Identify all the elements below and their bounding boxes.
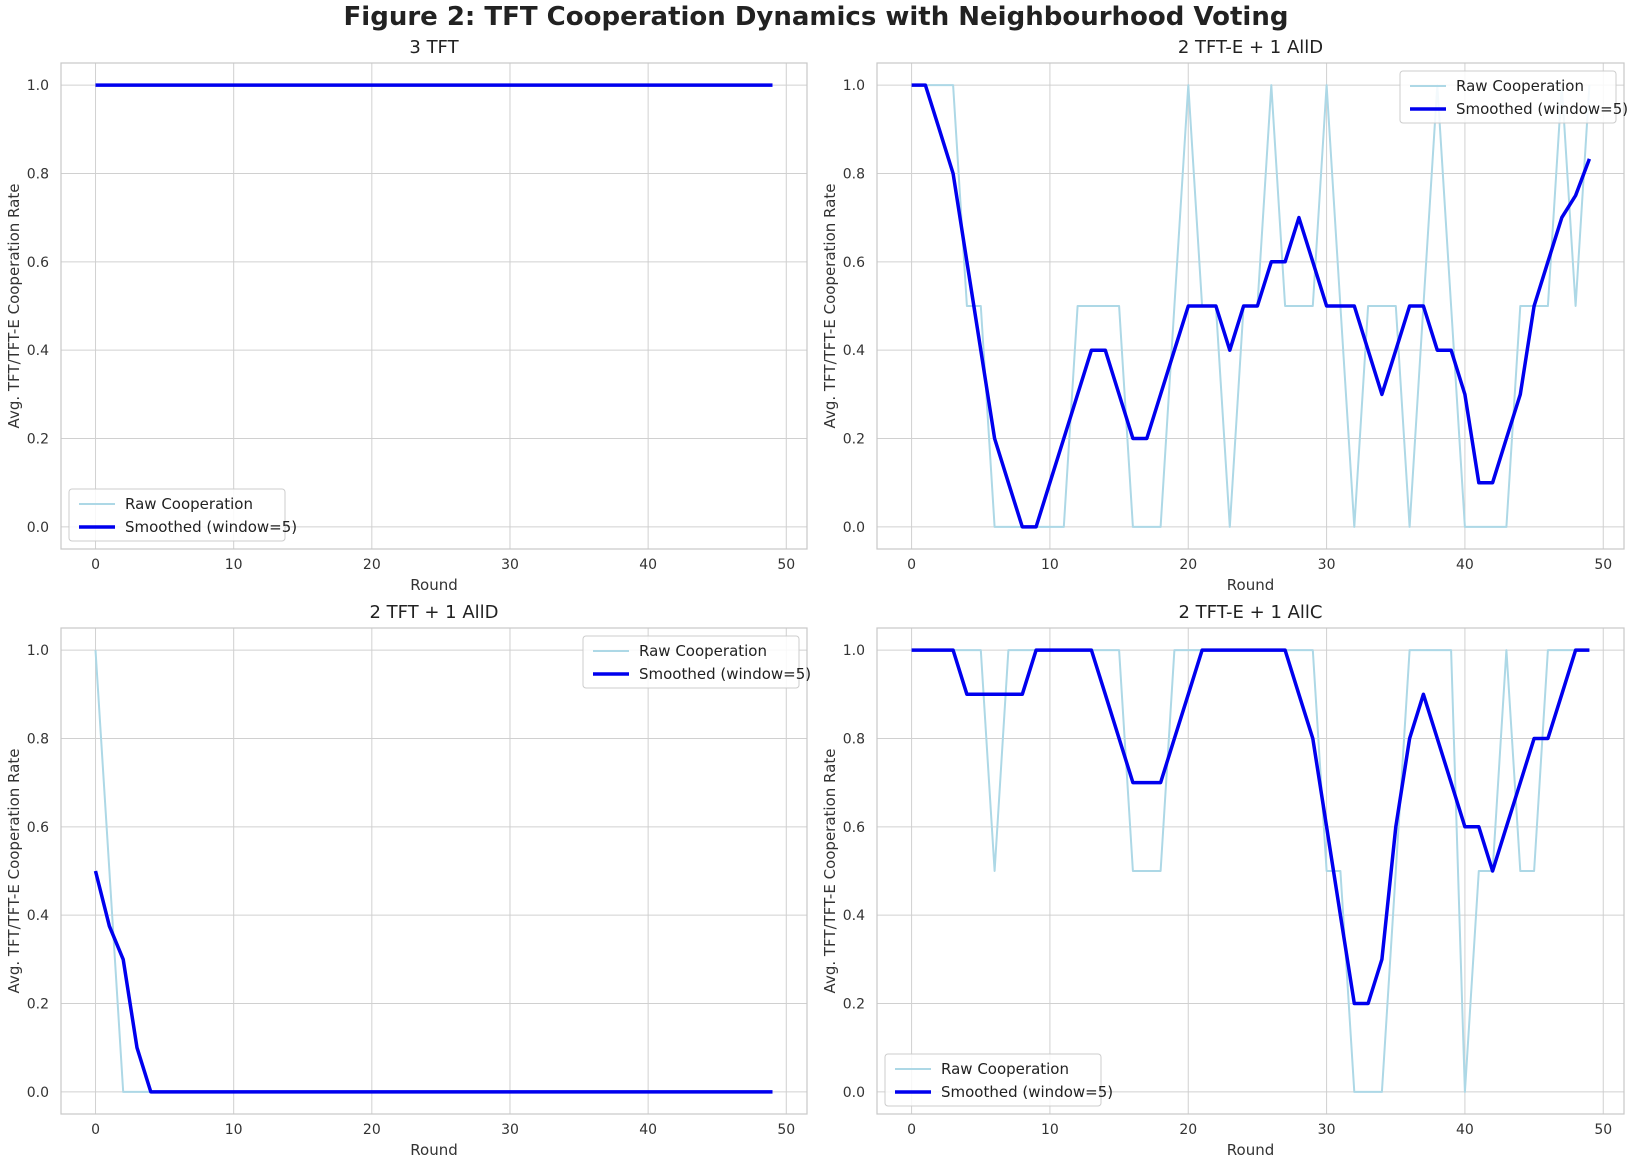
y-tick-label: 0.2 bbox=[27, 432, 49, 448]
x-tick-label: 50 bbox=[777, 1122, 795, 1138]
y-tick-label: 0.0 bbox=[27, 520, 49, 536]
smoothed-cooperation-line bbox=[93, 870, 773, 1094]
legend-box bbox=[884, 1053, 1102, 1107]
x-tick-label: 0 bbox=[907, 1122, 916, 1138]
y-tick-label: 0.6 bbox=[27, 255, 49, 271]
x-tick-label: 30 bbox=[501, 557, 519, 573]
x-tick-label: 20 bbox=[1179, 557, 1197, 573]
panel-title: 2 TFT + 1 AllD bbox=[369, 602, 498, 623]
legend: Raw Cooperation Smoothed (window=5) bbox=[1399, 70, 1628, 124]
x-tick-label: 0 bbox=[91, 557, 100, 573]
y-tick-label: 1.0 bbox=[27, 643, 49, 659]
legend-raw-label: Raw Cooperation bbox=[941, 1060, 1069, 1078]
x-tick-label: 50 bbox=[1594, 557, 1612, 573]
raw-cooperation-line bbox=[911, 649, 1590, 1093]
y-tick-label: 0.2 bbox=[843, 432, 865, 448]
x-tick-label: 50 bbox=[777, 557, 795, 573]
y-axis-label: Avg. TFT/TFT-E Cooperation Rate bbox=[821, 749, 839, 994]
x-axis-label: Round bbox=[410, 576, 457, 594]
legend-box bbox=[582, 635, 800, 689]
y-tick-label: 0.6 bbox=[843, 255, 865, 271]
panel-title: 3 TFT bbox=[409, 37, 459, 58]
raw-cooperation-line bbox=[94, 650, 773, 1093]
x-tick-label: 30 bbox=[501, 1122, 519, 1138]
y-tick-label: 1.0 bbox=[843, 78, 865, 94]
y-tick-label: 0.0 bbox=[843, 520, 865, 536]
x-tick-label: 40 bbox=[639, 557, 657, 573]
legend-smoothed-label: Smoothed (window=5) bbox=[1456, 100, 1628, 118]
x-tick-label: 20 bbox=[363, 1122, 381, 1138]
legend: Raw Cooperation Smoothed (window=5) bbox=[582, 635, 811, 689]
y-tick-label: 0.8 bbox=[843, 166, 865, 182]
y-axis-label: Avg. TFT/TFT-E Cooperation Rate bbox=[821, 184, 839, 429]
y-tick-label: 0.0 bbox=[843, 1085, 865, 1101]
legend-smoothed-label: Smoothed (window=5) bbox=[125, 518, 297, 536]
smoothed-cooperation-line bbox=[911, 648, 1590, 1006]
y-tick-label: 0.4 bbox=[27, 343, 49, 359]
y-tick-label: 0.4 bbox=[843, 343, 865, 359]
panel-3-tft: 0 10 20 30 40 50 0.0 0.2 0.4 0.6 0.8 1.0 3 TFT Round A… bbox=[5, 37, 808, 594]
y-tick-label: 0.8 bbox=[843, 731, 865, 747]
x-tick-label: 40 bbox=[639, 1122, 657, 1138]
legend-box bbox=[1399, 70, 1617, 124]
y-tick-label: 1.0 bbox=[27, 78, 49, 94]
x-tick-label: 40 bbox=[1456, 557, 1474, 573]
plot-frame bbox=[876, 62, 1625, 550]
x-axis-label: Round bbox=[410, 1141, 457, 1159]
legend-smoothed-label: Smoothed (window=5) bbox=[639, 665, 811, 683]
x-axis-label: Round bbox=[1227, 576, 1274, 594]
panel-title: 2 TFT-E + 1 AllD bbox=[1178, 37, 1323, 58]
figure-title: Figure 2: TFT Cooperation Dynamics with … bbox=[343, 2, 1289, 32]
plot-frame bbox=[60, 627, 808, 1115]
legend-box bbox=[68, 488, 286, 542]
x-tick-label: 10 bbox=[225, 557, 243, 573]
y-tick-label: 0.6 bbox=[27, 820, 49, 836]
y-tick-label: 1.0 bbox=[843, 643, 865, 659]
x-tick-label: 10 bbox=[1041, 557, 1059, 573]
x-tick-label: 0 bbox=[91, 1122, 100, 1138]
x-tick-label: 30 bbox=[1318, 1122, 1336, 1138]
y-tick-label: 0.8 bbox=[27, 731, 49, 747]
y-tick-label: 0.0 bbox=[27, 1085, 49, 1101]
smoothed-cooperation-line bbox=[911, 83, 1592, 529]
x-tick-label: 30 bbox=[1318, 557, 1336, 573]
y-tick-label: 0.4 bbox=[27, 908, 49, 924]
x-tick-label: 0 bbox=[907, 557, 916, 573]
legend-raw-label: Raw Cooperation bbox=[1456, 77, 1584, 95]
x-tick-label: 40 bbox=[1456, 1122, 1474, 1138]
legend-smoothed-label: Smoothed (window=5) bbox=[941, 1083, 1113, 1101]
x-tick-label: 20 bbox=[1179, 1122, 1197, 1138]
legend: Raw Cooperation Smoothed (window=5) bbox=[884, 1053, 1113, 1107]
x-tick-label: 10 bbox=[225, 1122, 243, 1138]
y-tick-label: 0.2 bbox=[843, 997, 865, 1013]
plot-frame bbox=[60, 62, 808, 550]
legend-raw-label: Raw Cooperation bbox=[639, 642, 767, 660]
x-axis-label: Round bbox=[1227, 1141, 1274, 1159]
panel-2-tft-e-1-allc: 0 10 20 30 40 50 0.0 0.2 0.4 0.6 0.8 1.0 2 TFT-E + 1… bbox=[821, 602, 1625, 1159]
y-axis-label: Avg. TFT/TFT-E Cooperation Rate bbox=[5, 184, 23, 429]
legend-raw-label: Raw Cooperation bbox=[125, 495, 253, 513]
x-tick-label: 10 bbox=[1041, 1122, 1059, 1138]
y-tick-label: 0.4 bbox=[843, 908, 865, 924]
plot-frame bbox=[876, 627, 1625, 1115]
panel-2-tft-1-alld: 0 10 20 30 40 50 0.0 0.2 0.4 0.6 0.8 1.0 2 TFT + 1 A… bbox=[5, 602, 811, 1159]
y-tick-label: 0.8 bbox=[27, 166, 49, 182]
x-tick-label: 50 bbox=[1594, 1122, 1612, 1138]
panel-2-tft-e-1-alld: 0 10 20 30 40 50 0.0 0.2 0.4 0.6 0.8 1.0 2 TFT-E + 1… bbox=[821, 37, 1628, 594]
y-axis-label: Avg. TFT/TFT-E Cooperation Rate bbox=[5, 749, 23, 994]
y-tick-label: 0.6 bbox=[843, 820, 865, 836]
y-tick-label: 0.2 bbox=[27, 997, 49, 1013]
panel-title: 2 TFT-E + 1 AllC bbox=[1179, 602, 1323, 623]
legend: Raw Cooperation Smoothed (window=5) bbox=[68, 488, 297, 542]
x-tick-label: 20 bbox=[363, 557, 381, 573]
